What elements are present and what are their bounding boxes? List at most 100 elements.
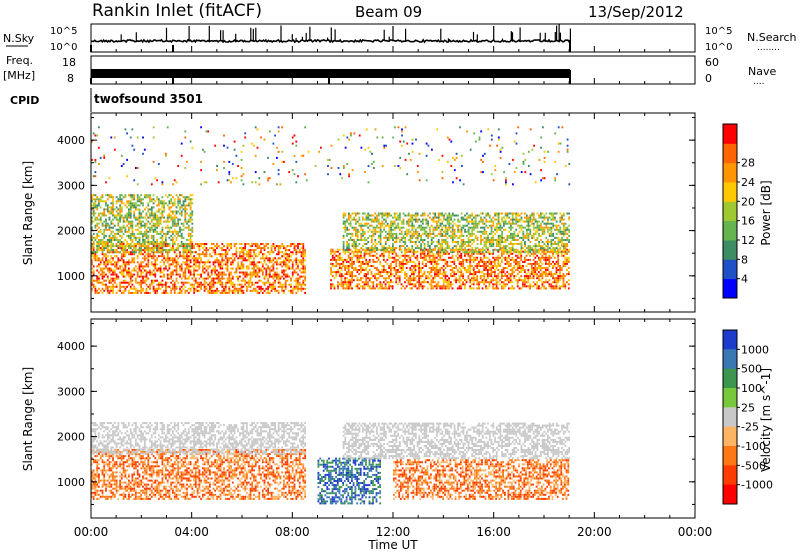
range-cell [441,273,443,276]
range-cell [532,267,535,269]
range-cell [293,287,296,290]
range-cell [219,271,222,274]
range-cell [460,243,463,245]
range-cell [430,287,433,290]
range-cell [386,222,389,225]
range-cell [152,249,155,252]
range-cell [101,275,104,278]
range-cell [381,285,383,288]
range-cell [367,241,370,243]
range-cell [458,230,461,233]
range-cell [284,263,287,266]
range-cell [150,243,153,245]
range-cell [304,265,306,268]
range-cell [538,256,540,259]
range-cell [351,260,353,263]
range-cell [295,261,298,264]
range-cell [277,245,280,248]
range-cell [419,269,422,271]
range-cell [483,254,486,257]
range-cell [108,226,111,229]
range-cell [214,289,217,292]
range-cell [263,257,266,260]
range-cell [353,269,355,271]
range-cell [256,275,259,278]
range-cell [94,285,97,288]
range-cell [96,277,99,280]
range-cell [376,247,378,250]
range-cell [413,218,415,221]
range-cell [370,214,373,217]
range-cell [253,263,255,266]
range-cell [172,247,174,250]
range-cell [147,255,150,258]
range-cell [189,253,192,256]
range-cell [425,234,428,237]
range-cell [226,253,229,256]
range-cell [532,285,535,288]
range-cell [538,267,540,269]
range-cell [99,289,102,292]
range-cell [173,228,176,231]
range-cell [555,267,558,269]
range-cell [131,239,134,241]
range-cell [409,239,412,241]
range-cell [277,249,280,252]
range-cell [481,265,484,267]
range-cell [353,212,355,215]
range-cell [330,258,332,261]
range-cell [376,220,378,223]
range-cell [247,279,250,282]
range-cell [471,212,474,215]
range-cell [103,236,106,239]
range-cell [96,224,99,227]
range-cell [379,254,382,257]
range-cell [407,260,410,263]
range-cell [425,277,427,280]
range-cell [414,218,417,221]
range-cell [244,245,247,248]
range-cell [105,259,107,262]
range-cell [106,249,109,252]
range-cell [161,241,164,243]
range-cell [404,258,406,261]
range-cell [129,204,132,207]
range-cell [427,252,429,255]
range-cell [392,236,394,239]
range-cell [376,243,378,245]
range-cell [349,262,352,265]
range-cell [391,267,394,269]
range-cell [404,236,407,239]
range-cell [103,249,106,252]
range-cell [409,224,412,227]
range-cell [412,267,415,269]
range-cell [393,214,396,217]
range-cell [239,247,241,250]
range-cell [244,271,247,274]
nsearch-tick-low: 10^0 [705,42,732,53]
range-cell [122,289,125,292]
range-cell [456,256,459,259]
range-cell [170,289,173,292]
range-cell [172,202,174,205]
range-cell [277,275,280,278]
range-cell [529,275,531,278]
range-cell [177,218,180,221]
range-cell [142,220,144,223]
range-cell [404,239,407,241]
range-cell [163,220,165,223]
range-cell [154,247,157,250]
range-cell [150,249,153,252]
range-cell [143,194,146,197]
range-cell [437,258,440,261]
range-cell [172,263,174,266]
range-cell [469,287,472,290]
range-cell [355,212,357,215]
range-cell [103,255,106,258]
range-cell [272,251,275,254]
range-cell [552,260,554,263]
range-cell [430,267,433,269]
range-cell [179,267,181,270]
range-cell [418,226,421,229]
range-cell [340,279,343,282]
